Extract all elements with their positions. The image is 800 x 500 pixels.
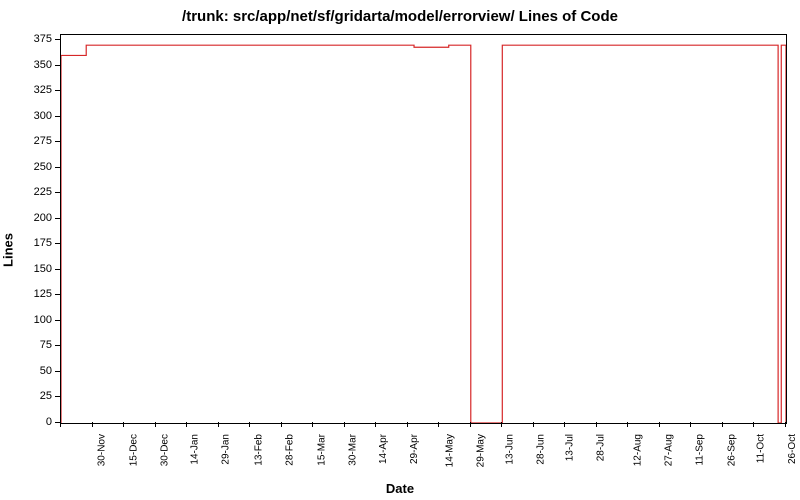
y-tick-mark <box>55 345 60 346</box>
x-tick-label: 30-Dec <box>159 434 170 466</box>
y-tick-label: 150 <box>0 263 52 275</box>
x-tick-label: 28-Feb <box>285 434 296 466</box>
x-tick-mark <box>785 422 786 427</box>
x-tick-mark <box>375 422 376 427</box>
x-tick-label: 27-Aug <box>664 434 675 466</box>
x-tick-mark <box>407 422 408 427</box>
y-tick-mark <box>55 320 60 321</box>
y-tick-label: 225 <box>0 186 52 198</box>
x-tick-mark <box>60 422 61 427</box>
x-tick-label: 11-Sep <box>694 434 705 466</box>
y-tick-mark <box>55 167 60 168</box>
y-tick-label: 25 <box>0 390 52 402</box>
x-tick-label: 15-Mar <box>316 434 327 466</box>
x-tick-mark <box>659 422 660 427</box>
y-tick-mark <box>55 90 60 91</box>
x-tick-label: 14-May <box>444 434 455 467</box>
x-tick-mark <box>627 422 628 427</box>
plot-area <box>60 34 787 424</box>
y-tick-label: 300 <box>0 110 52 122</box>
y-tick-mark <box>55 192 60 193</box>
y-tick-label: 275 <box>0 135 52 147</box>
y-tick-label: 250 <box>0 161 52 173</box>
x-tick-mark <box>501 422 502 427</box>
x-tick-mark <box>438 422 439 427</box>
x-tick-label: 29-May <box>476 434 487 467</box>
x-tick-label: 29-Apr <box>409 434 420 464</box>
x-tick-mark <box>533 422 534 427</box>
x-tick-label: 28-Jul <box>596 434 607 461</box>
y-tick-mark <box>55 116 60 117</box>
line-svg <box>61 35 786 423</box>
x-tick-label: 26-Sep <box>727 434 738 466</box>
y-tick-label: 375 <box>0 33 52 45</box>
x-tick-mark <box>312 422 313 427</box>
x-tick-mark <box>470 422 471 427</box>
y-tick-mark <box>55 65 60 66</box>
y-tick-label: 0 <box>0 416 52 428</box>
x-tick-label: 12-Aug <box>632 434 643 466</box>
x-tick-mark <box>564 422 565 427</box>
y-tick-label: 100 <box>0 314 52 326</box>
y-tick-label: 325 <box>0 84 52 96</box>
x-tick-mark <box>596 422 597 427</box>
chart-title: /trunk: src/app/net/sf/gridarta/model/er… <box>0 8 800 25</box>
x-tick-label: 26-Oct <box>787 434 798 464</box>
x-tick-label: 11-Oct <box>755 434 766 463</box>
x-tick-label: 30-Mar <box>348 434 359 466</box>
x-tick-label: 14-Jan <box>189 434 200 465</box>
x-tick-label: 29-Jan <box>221 434 232 465</box>
y-tick-label: 50 <box>0 365 52 377</box>
x-tick-label: 30-Nov <box>96 434 107 466</box>
x-tick-mark <box>186 422 187 427</box>
x-tick-mark <box>753 422 754 427</box>
x-tick-label: 15-Dec <box>128 434 139 466</box>
x-tick-mark <box>218 422 219 427</box>
x-tick-label: 13-Feb <box>253 434 264 466</box>
x-axis-label: Date <box>0 481 800 496</box>
y-tick-mark <box>55 396 60 397</box>
y-tick-mark <box>55 243 60 244</box>
y-tick-label: 125 <box>0 288 52 300</box>
y-tick-mark <box>55 218 60 219</box>
x-tick-mark <box>281 422 282 427</box>
x-tick-mark <box>344 422 345 427</box>
loc-chart: /trunk: src/app/net/sf/gridarta/model/er… <box>0 0 800 500</box>
y-tick-mark <box>55 39 60 40</box>
x-tick-label: 28-Jun <box>536 434 547 465</box>
x-tick-mark <box>690 422 691 427</box>
y-tick-label: 75 <box>0 339 52 351</box>
x-tick-mark <box>249 422 250 427</box>
y-tick-mark <box>55 269 60 270</box>
y-tick-label: 350 <box>0 59 52 71</box>
x-tick-label: 13-Jun <box>504 434 515 465</box>
x-tick-mark <box>155 422 156 427</box>
x-tick-mark <box>722 422 723 427</box>
y-tick-mark <box>55 371 60 372</box>
loc-line <box>61 45 786 423</box>
y-tick-label: 200 <box>0 212 52 224</box>
y-tick-mark <box>55 294 60 295</box>
x-tick-label: 14-Apr <box>378 434 389 464</box>
y-tick-label: 175 <box>0 237 52 249</box>
x-tick-label: 13-Jul <box>564 434 575 461</box>
x-tick-mark <box>92 422 93 427</box>
x-tick-mark <box>123 422 124 427</box>
y-tick-mark <box>55 141 60 142</box>
